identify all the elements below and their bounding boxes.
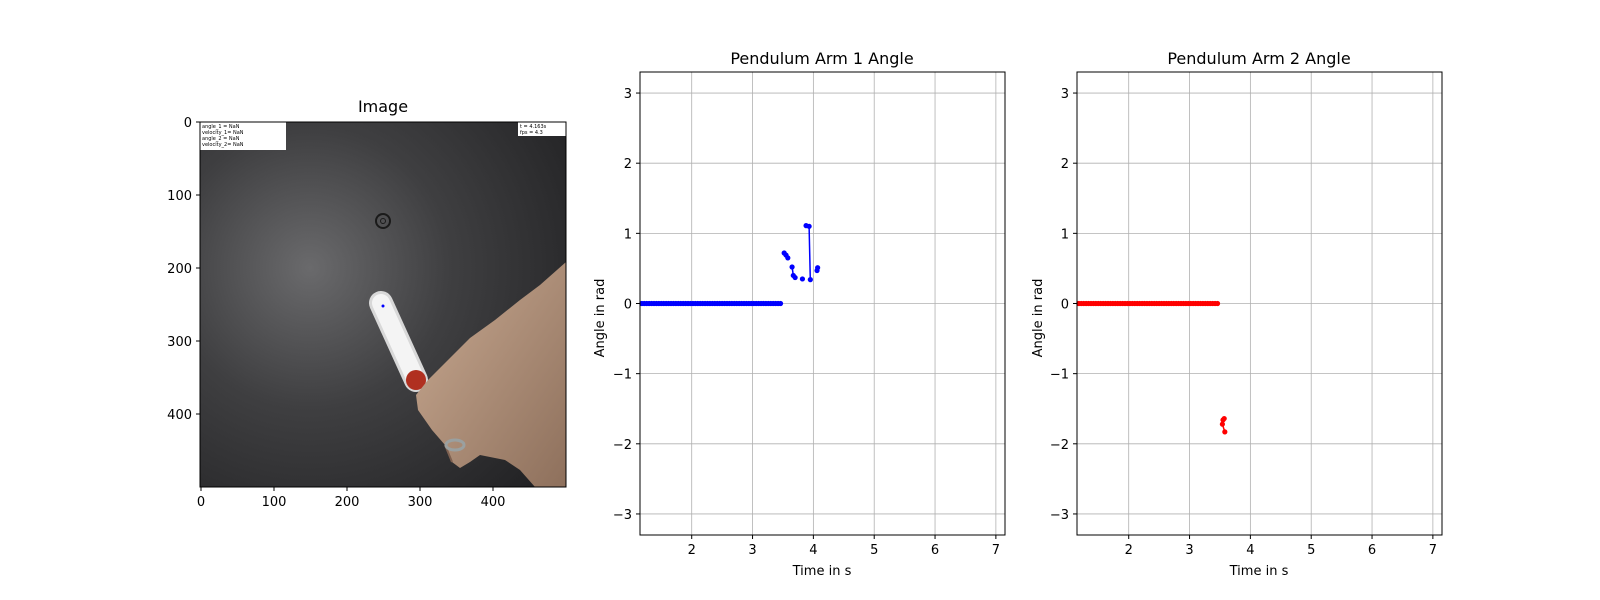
x-tick-label: 5 [1307, 543, 1315, 558]
data-point [777, 300, 784, 307]
overlay-left-line-4: velocity_2= NaN [202, 142, 244, 148]
image-y-tick-label: 300 [167, 335, 192, 350]
y-tick-label: −3 [1050, 508, 1069, 523]
image-panel: Image angle_1 = NaN velocity_1= NaN angl… [167, 97, 567, 510]
x-tick-label: 7 [1429, 543, 1437, 558]
data-point [815, 265, 821, 271]
pendulum-arm-image [369, 291, 428, 392]
data-point [1214, 300, 1221, 307]
data-point [789, 264, 795, 270]
x-tick-label: 6 [1368, 543, 1376, 558]
data-point [806, 223, 812, 229]
arm-marker [406, 370, 426, 390]
data-marks [1076, 300, 1228, 435]
data-point [1219, 421, 1225, 427]
data-point [1222, 429, 1228, 435]
y-tick-label: −1 [1050, 368, 1069, 383]
x-tick-label: 2 [688, 543, 696, 558]
ticks: 2 3 4 5 6 7 −3 −2 −1 0 1 2 3 [1050, 87, 1437, 558]
y-tick-label: 0 [1061, 298, 1069, 313]
y-tick-label: 2 [624, 157, 632, 172]
ticks: 2 3 4 5 6 7 −3 −2 −1 0 1 2 3 [613, 87, 1000, 558]
image-y-ticks: 0 100 200 300 400 [167, 116, 200, 423]
data-point [1221, 415, 1227, 422]
overlay-right-line-2: fps = 4.3 [520, 130, 543, 136]
x-tick-label: 5 [870, 543, 878, 558]
data-point [799, 276, 806, 282]
data-point [785, 255, 791, 261]
y-axis-label: Angle in rad [1031, 279, 1046, 358]
overlay-right-box [518, 122, 566, 136]
y-tick-label: −3 [613, 508, 632, 523]
hand-image [416, 262, 566, 487]
image-frame [199, 121, 567, 488]
ring-image [444, 438, 466, 452]
overlay-left-box [200, 122, 286, 150]
chart-arm-1-angle: Pendulum Arm 1 Angle 2 3 4 5 6 7 −3 −2 −1 0 1 2 3 Ti… [593, 49, 1006, 579]
image-x-tick-label: 400 [481, 495, 506, 510]
y-tick-label: −2 [613, 438, 632, 453]
x-axis-label: Time in s [1229, 564, 1289, 579]
y-tick-label: 2 [1061, 157, 1069, 172]
overlay-right-line-1: t = 4.163s [520, 124, 547, 130]
image-x-tick-label: 100 [262, 495, 287, 510]
x-tick-label: 4 [1246, 543, 1254, 558]
x-tick-label: 4 [809, 543, 817, 558]
chart-title: Pendulum Arm 2 Angle [1167, 49, 1350, 68]
image-x-tick-label: 300 [408, 495, 433, 510]
image-x-ticks: 0 100 200 300 400 [197, 487, 506, 510]
image-y-tick-label: 400 [167, 408, 192, 423]
image-y-tick-label: 0 [184, 116, 192, 131]
data-point [792, 274, 798, 281]
x-tick-label: 2 [1125, 543, 1133, 558]
x-axis-label: Time in s [792, 564, 852, 579]
x-tick-label: 6 [931, 543, 939, 558]
image-x-tick-label: 0 [197, 495, 205, 510]
y-axis-label: Angle in rad [593, 279, 608, 358]
x-tick-label: 3 [1185, 543, 1193, 558]
data-marks [639, 223, 821, 307]
overlay-left-line-3: angle_2 = NaN [202, 136, 240, 142]
overlay-left-line-1: angle_1 = NaN [202, 124, 240, 130]
image-y-tick-label: 100 [167, 189, 192, 204]
y-tick-label: −1 [613, 368, 632, 383]
image-y-tick-label: 200 [167, 262, 192, 277]
chart-arm-2-angle: Pendulum Arm 2 Angle 2 3 4 5 6 7 −3 −2 −1 0 1 2 3 Ti… [1031, 49, 1443, 579]
x-tick-label: 7 [992, 543, 1000, 558]
circle-target-icon [375, 213, 391, 229]
y-tick-label: 1 [1061, 227, 1069, 242]
x-tick-label: 3 [748, 543, 756, 558]
arm-tracked-point [381, 304, 385, 308]
y-tick-label: 1 [624, 227, 632, 242]
overlay-left-line-2: velocity_1= NaN [202, 130, 244, 136]
y-tick-label: −2 [1050, 438, 1069, 453]
image-panel-title: Image [358, 97, 408, 116]
y-tick-label: 3 [624, 87, 632, 102]
y-tick-label: 0 [624, 298, 632, 313]
image-x-tick-label: 200 [335, 495, 360, 510]
chart-title: Pendulum Arm 1 Angle [730, 49, 913, 68]
camera-image: angle_1 = NaN velocity_1= NaN angle_2 = … [200, 122, 566, 487]
data-point [807, 277, 813, 283]
y-tick-label: 3 [1061, 87, 1069, 102]
